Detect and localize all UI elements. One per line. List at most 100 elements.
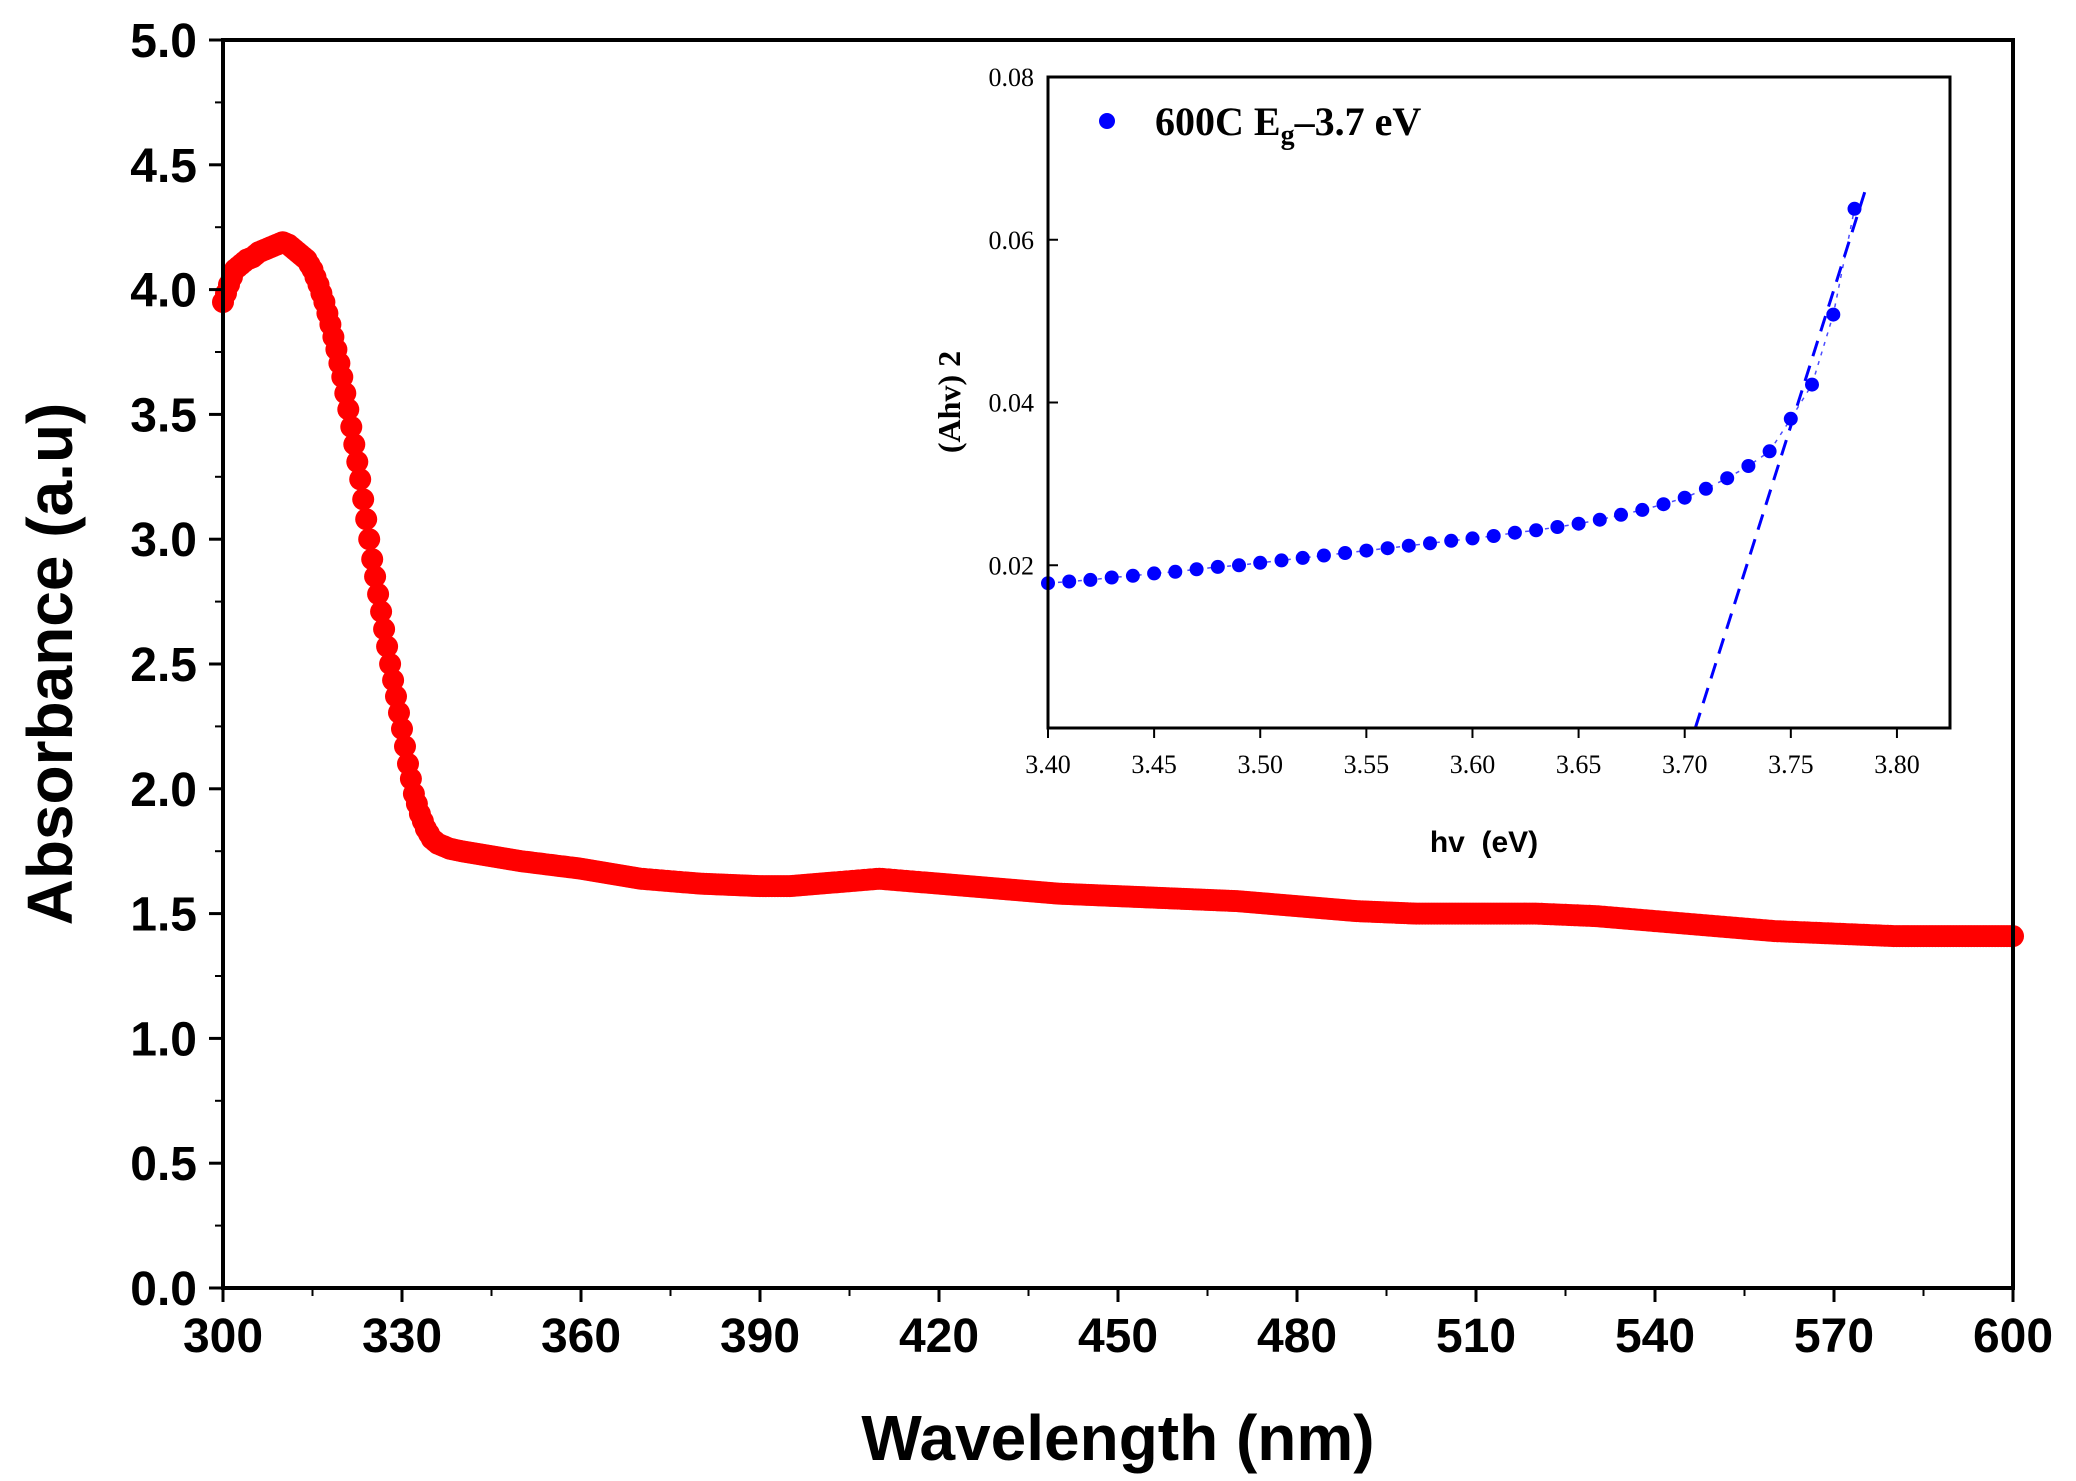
- inset-data-point: [1147, 566, 1162, 581]
- inset-data-point: [1571, 516, 1586, 531]
- main-y-axis-label: Absorbance (a.u): [14, 403, 86, 926]
- main-x-tick-label: 600: [1973, 1310, 2053, 1363]
- inset-legend: 600C Eg–3.7 eV: [1099, 99, 1421, 151]
- inset-data-point: [1698, 481, 1713, 496]
- inset-y-ticks: 0.02 0.04 0.06 0.08: [989, 63, 1058, 580]
- inset-y-tick-label: 0.02: [989, 551, 1035, 580]
- inset-data-point: [1465, 531, 1480, 546]
- inset-x-ticks: 3.40 3.45 3.50 3.55 3.60 3.65 3.70 3.75 3.80: [1025, 728, 1920, 779]
- main-data-point: [382, 669, 405, 692]
- inset-data-point: [1847, 201, 1862, 216]
- main-x-tick-label: 420: [899, 1310, 979, 1363]
- inset-data-point: [1635, 502, 1650, 517]
- inset-data-point: [1444, 533, 1459, 548]
- main-x-axis-label: Wavelength (nm): [861, 1402, 1374, 1474]
- main-y-tick-label: 5.0: [130, 15, 197, 68]
- main-data-point: [385, 685, 407, 708]
- main-data-point: [373, 618, 396, 641]
- legend-label-subscript: g: [1281, 120, 1295, 151]
- inset-data-point: [1189, 562, 1204, 577]
- inset-data-point: [1316, 548, 1331, 563]
- inset-data-point: [1083, 572, 1098, 587]
- inset-data-point: [1232, 558, 1246, 573]
- main-x-tick-label: 510: [1436, 1310, 1516, 1363]
- legend-label-rest: –3.7 eV: [1294, 99, 1422, 144]
- main-y-tick-label: 0.0: [130, 1263, 197, 1316]
- main-x-tick-label: 540: [1615, 1310, 1695, 1363]
- main-data-point: [367, 583, 390, 606]
- inset-fit-line: [1047, 190, 1867, 729]
- main-y-tick-label: 2.0: [130, 764, 197, 817]
- inset-data-point: [1805, 377, 1819, 392]
- inset-data-point: [1125, 568, 1140, 583]
- main-y-tick-label: 3.5: [130, 389, 197, 442]
- inset-data-point: [1720, 471, 1735, 486]
- main-points: [212, 231, 2024, 948]
- main-x-tick-label: 570: [1794, 1310, 1874, 1363]
- main-data-point: [358, 528, 381, 551]
- main-data-point: [391, 717, 413, 740]
- inset-data-point: [1253, 555, 1268, 570]
- inset-x-tick-label: 3.50: [1237, 750, 1283, 779]
- main-data-point: [376, 635, 399, 658]
- main-y-tick-label: 4.5: [130, 140, 197, 193]
- inset-data-point: [1826, 307, 1841, 322]
- inset-data-point: [1677, 490, 1692, 505]
- inset-data-point: [1762, 444, 1777, 459]
- inset-x-tick-label: 3.45: [1131, 750, 1177, 779]
- inset-data-point: [1401, 538, 1416, 553]
- inset-data-point: [1104, 570, 1119, 585]
- inset-y-tick-label: 0.06: [989, 226, 1035, 255]
- inset-data-point: [1338, 546, 1353, 560]
- main-data-point: [343, 433, 366, 456]
- main-x-tick-label: 480: [1257, 1310, 1337, 1363]
- main-y-tick-label: 0.5: [130, 1138, 197, 1191]
- main-data-point: [355, 508, 378, 531]
- inset-x-tick-label: 3.80: [1874, 750, 1920, 779]
- main-data-point: [337, 398, 360, 421]
- inset-x-tick-label: 3.70: [1662, 750, 1708, 779]
- legend-label: 600C Eg–3.7 eV: [1155, 99, 1421, 151]
- inset-x-axis-label: hv (eV): [1430, 826, 1538, 859]
- main-y-tick-label: 3.0: [130, 514, 197, 567]
- inset-y-tick-label: 0.08: [989, 63, 1035, 92]
- inset-x-tick-label: 3.40: [1025, 750, 1071, 779]
- main-x-tick-label: 450: [1078, 1310, 1158, 1363]
- main-data-point: [352, 488, 375, 511]
- main-data-point: [370, 600, 393, 623]
- main-data-point: [364, 565, 387, 588]
- inset-data-point: [1656, 497, 1671, 512]
- main-y-tick-label: 1.5: [130, 889, 197, 942]
- legend-marker: [1099, 113, 1115, 129]
- inset-data-point: [1380, 541, 1395, 556]
- main-data-point: [340, 415, 363, 438]
- inset-fit-line-dashed: [1693, 190, 1867, 729]
- inset-data-point: [1359, 543, 1374, 558]
- inset-y-axis-label: (Ahv) 2: [931, 351, 967, 453]
- inset-data-point: [1783, 411, 1798, 426]
- inset-data-point: [1274, 553, 1289, 568]
- main-y-tick-label: 1.0: [130, 1013, 197, 1066]
- main-data-point: [349, 468, 372, 491]
- inset-data-point: [1550, 520, 1565, 534]
- inset-data-point: [1062, 574, 1077, 589]
- main-y-ticks: 0.0 0.5 1.0 1.5 2.0 2.5 3.0 3.5 4.0 4.5 5.0: [130, 15, 223, 1316]
- inset-data-point: [1210, 559, 1225, 574]
- main-y-tick-label: 4.0: [130, 265, 197, 318]
- main-x-tick-label: 330: [362, 1310, 442, 1363]
- main-data-point: [394, 735, 416, 758]
- inset-trend-line: [1047, 208, 1856, 584]
- main-x-tick-label: 300: [183, 1310, 263, 1363]
- inset-x-tick-label: 3.75: [1768, 750, 1814, 779]
- main-x-tick-label: 360: [541, 1310, 621, 1363]
- inset-x-tick-label: 3.65: [1556, 750, 1602, 779]
- main-data-point: [361, 548, 384, 571]
- inset-y-tick-label: 0.04: [989, 389, 1035, 418]
- inset-data-point: [1507, 525, 1522, 540]
- inset-data-point: [1423, 536, 1437, 551]
- inset-chart: 3.40 3.45 3.50 3.55 3.60 3.65 3.70 3.75 3.80 0.0…: [931, 63, 1952, 859]
- inset-data-point: [1592, 512, 1607, 527]
- main-x-ticks: 300 330 360 390 420 450 480 510 540 570 600: [183, 1288, 2053, 1363]
- inset-x-tick-label: 3.60: [1450, 750, 1496, 779]
